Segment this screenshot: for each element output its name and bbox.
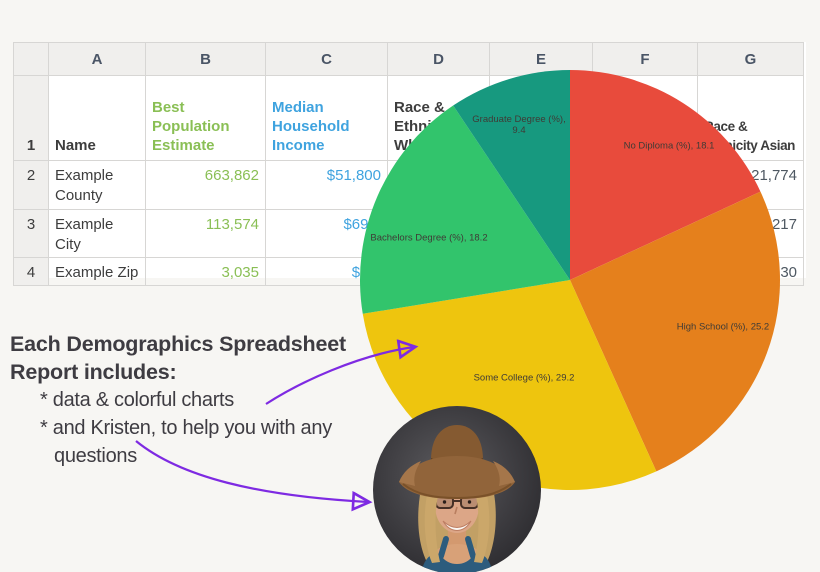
cell-A3[interactable]: Example City (48, 209, 146, 258)
cell-A1[interactable]: Name (48, 75, 146, 161)
smile (442, 520, 472, 532)
row-header-3[interactable]: 3 (13, 209, 49, 258)
pie-label-graduate-degree: Graduate Degree (%), 9.4 (472, 114, 566, 136)
promo-text: Each Demographics Spreadsheet Report inc… (10, 330, 440, 470)
pie-label-bachelors-degree: Bachelors Degree (%), 18.2 (370, 232, 488, 244)
row-header-4[interactable]: 4 (13, 257, 49, 286)
cell-A2[interactable]: Example County (48, 160, 146, 210)
cell-G1[interactable]: Race & Ethnicity Asian (697, 75, 804, 161)
promo-heading-line2: Report includes: (10, 360, 177, 384)
cell-B4[interactable]: 3,035 (145, 257, 266, 286)
column-header-c[interactable]: C (265, 42, 388, 76)
cell-B2[interactable]: 663,862 (145, 160, 266, 210)
cell-C2[interactable]: $51,800 (265, 160, 388, 210)
row-header-2[interactable]: 2 (13, 160, 49, 210)
promo-bullet-charts: * data & colorful charts (40, 389, 235, 411)
kristen-photo (373, 406, 541, 572)
promo-bullet-kristen: * and Kristen, to help you with any (40, 417, 332, 439)
column-header-d[interactable]: D (387, 42, 490, 76)
promo-bullet-kristen-cont: questions (54, 445, 137, 467)
row-header-1[interactable]: 1 (13, 75, 49, 161)
pie-slice-no-diploma[interactable] (570, 70, 761, 280)
column-header-b[interactable]: B (145, 42, 266, 76)
pie-slice-bachelors-degree[interactable] (360, 105, 570, 314)
pie-label-no-diploma: No Diploma (%), 18.1 (623, 140, 715, 152)
pie-label-high-school: High School (%), 25.2 (676, 321, 770, 333)
cell-B3[interactable]: 113,574 (145, 209, 266, 258)
education-pie-chart (360, 70, 780, 490)
promo-heading-line1: Each Demographics Spreadsheet (10, 332, 346, 356)
cell-B1[interactable]: Best Population Estimate (145, 75, 266, 161)
cell-A4[interactable]: Example Zip (48, 257, 146, 286)
column-header-a[interactable]: A (48, 42, 146, 76)
pie-slice-graduate-degree[interactable] (453, 70, 570, 280)
pie-label-some-college: Some College (%), 29.2 (473, 372, 575, 384)
select-all-corner[interactable] (13, 42, 49, 76)
cowboy-hat (431, 425, 483, 465)
column-header-f[interactable]: F (592, 42, 698, 76)
pie-slice-high-school[interactable] (570, 191, 780, 472)
